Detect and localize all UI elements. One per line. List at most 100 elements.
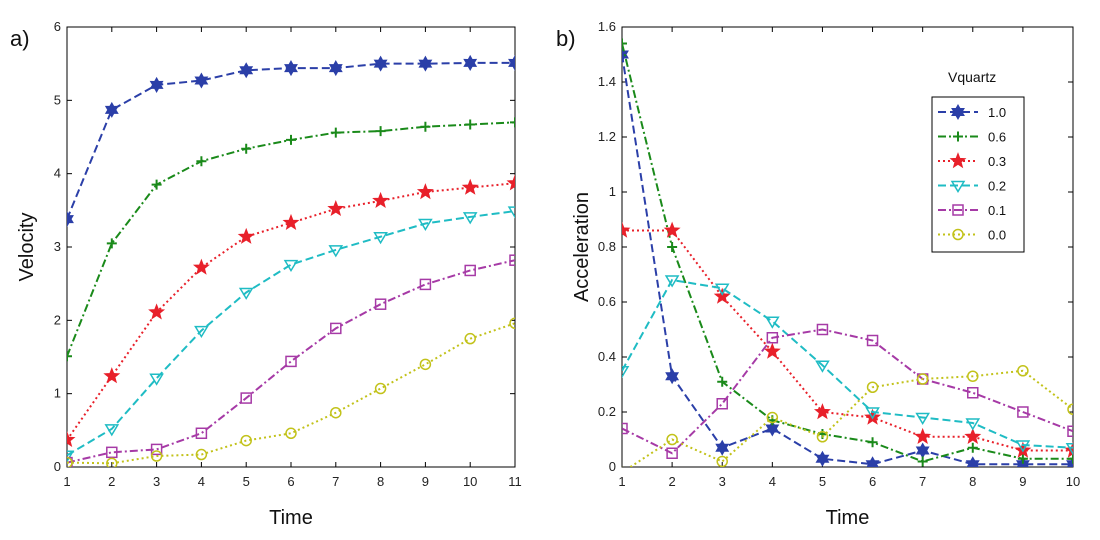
data-point xyxy=(717,376,728,387)
data-point xyxy=(330,322,342,335)
plot-area-frame xyxy=(66,26,516,468)
data-point xyxy=(67,211,74,228)
data-point xyxy=(285,427,297,440)
y-tick-label: 3 xyxy=(54,239,61,254)
data-point xyxy=(815,450,830,467)
data-point xyxy=(1017,406,1029,418)
data-point xyxy=(103,367,121,384)
data-point xyxy=(917,456,928,467)
data-point xyxy=(665,368,680,385)
y-tick-label: 0.2 xyxy=(598,404,616,419)
series-0-3 xyxy=(67,174,515,448)
data-point xyxy=(509,254,515,266)
x-tick-label: 2 xyxy=(668,474,675,489)
series-0-0 xyxy=(622,365,1073,467)
data-point xyxy=(667,242,678,252)
y-tick-label: 5 xyxy=(54,92,61,107)
x-tick-label: 9 xyxy=(422,474,429,489)
data-point xyxy=(464,264,476,277)
data-point xyxy=(967,442,978,453)
data-point xyxy=(282,213,300,231)
series-layer xyxy=(622,38,1073,467)
data-point xyxy=(67,456,73,467)
x-tick-label: 2 xyxy=(108,474,115,489)
data-point xyxy=(1067,403,1073,415)
data-point xyxy=(373,55,388,72)
legend-box xyxy=(931,96,1025,253)
data-point xyxy=(1017,453,1028,464)
data-point xyxy=(666,447,678,459)
series-1-0 xyxy=(622,46,1073,467)
y-tick-label: 6 xyxy=(54,19,61,34)
series-line xyxy=(67,322,515,465)
data-point xyxy=(510,117,515,128)
series-0-6 xyxy=(67,117,515,362)
x-tick-label: 3 xyxy=(719,474,726,489)
data-point xyxy=(420,121,431,132)
data-point xyxy=(416,183,434,200)
data-point xyxy=(663,221,681,238)
x-tick-label: 10 xyxy=(1066,474,1080,489)
legend-marker xyxy=(952,228,964,241)
y-tick-label: 1 xyxy=(609,184,616,199)
data-point xyxy=(1066,456,1073,467)
data-point xyxy=(509,317,515,330)
data-point xyxy=(374,298,387,310)
data-point xyxy=(149,76,164,93)
y-tick-label: 0 xyxy=(54,459,61,474)
data-point xyxy=(716,398,728,410)
data-point xyxy=(1064,441,1073,458)
data-point xyxy=(194,325,209,339)
data-point xyxy=(285,355,297,368)
data-point xyxy=(373,231,388,245)
series-0-2 xyxy=(622,275,1073,456)
x-tick-label: 8 xyxy=(969,474,976,489)
y-tick-label: 0.8 xyxy=(598,239,616,254)
series-line xyxy=(628,369,1073,467)
data-point xyxy=(150,450,163,462)
data-point xyxy=(507,206,515,219)
series-line xyxy=(67,210,515,457)
data-point xyxy=(765,420,780,437)
x-tick-label: 4 xyxy=(198,474,205,489)
data-point xyxy=(67,450,75,463)
data-point xyxy=(508,54,515,71)
legend-item: 0.1 xyxy=(938,203,1006,218)
y-tick-label: 0 xyxy=(609,459,616,474)
legend-marker xyxy=(951,103,965,121)
y-tick-label: 1.6 xyxy=(598,19,616,34)
data-point xyxy=(1015,440,1031,453)
legend-label: 1.0 xyxy=(988,105,1006,120)
series-line xyxy=(67,121,515,357)
data-point xyxy=(1065,443,1073,456)
data-point xyxy=(196,156,207,167)
x-axis-label: Time xyxy=(269,507,313,529)
legend-label: 0.2 xyxy=(988,179,1006,194)
data-point xyxy=(666,433,678,446)
series-0-2 xyxy=(67,206,515,463)
data-point xyxy=(916,373,929,385)
legend-marker xyxy=(950,180,966,193)
acceleration-chart: 1 2 3 4 5 6 7 8 9 10 0 0.2 0.4 0.6 0.8 1 1.2 1.4 1.6 Time Ac… xyxy=(571,19,1080,529)
data-point xyxy=(813,403,831,420)
data-point xyxy=(766,332,779,344)
data-point xyxy=(330,406,342,419)
y-tick-label: 1.2 xyxy=(598,129,616,144)
x-tick-label: 5 xyxy=(819,474,826,489)
data-point xyxy=(419,358,432,371)
data-point xyxy=(622,38,627,49)
data-point xyxy=(192,258,210,275)
data-point xyxy=(715,439,730,456)
x-tick-label: 3 xyxy=(153,474,160,489)
legend-label: 0.3 xyxy=(988,154,1006,169)
legend-label: 0.0 xyxy=(988,228,1006,243)
x-tick-label: 7 xyxy=(332,474,339,489)
x-axis-label: Time xyxy=(826,507,870,529)
legend-label: 0.1 xyxy=(988,203,1006,218)
series-line xyxy=(67,259,515,464)
data-point xyxy=(330,127,341,138)
data-point xyxy=(106,457,118,467)
series-line xyxy=(622,328,1073,455)
x-tick-label: 5 xyxy=(243,474,250,489)
